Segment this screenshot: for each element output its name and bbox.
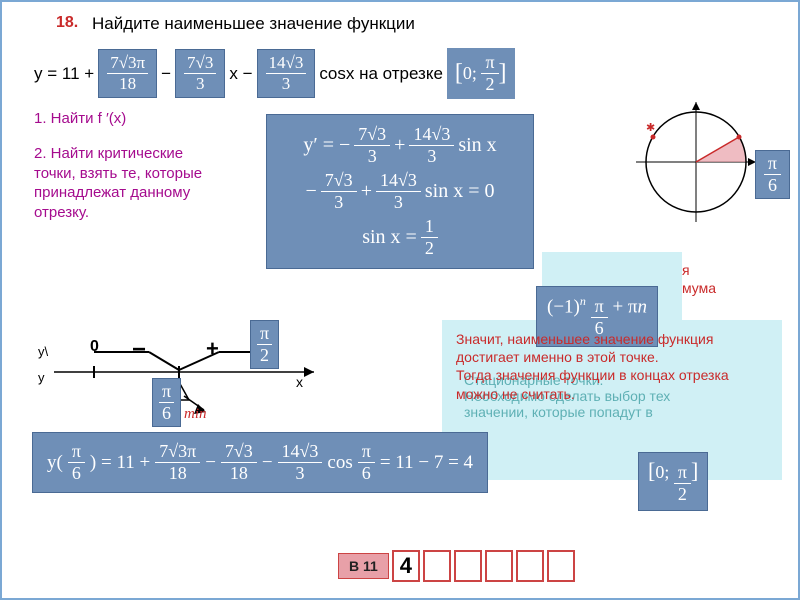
svg-text:✱: ✱ bbox=[646, 122, 655, 134]
frac-1: 7√3π 18 bbox=[98, 49, 157, 98]
answer-cell-3 bbox=[454, 550, 482, 582]
pi-over-6-box: π6 bbox=[755, 150, 790, 199]
x-axis-label: x bbox=[296, 374, 303, 390]
frac-3: 14√3 3 bbox=[257, 49, 316, 98]
answer-cell-1: 4 bbox=[392, 550, 420, 582]
y-prime-label: y\ bbox=[38, 344, 48, 359]
answer-cell-2 bbox=[423, 550, 451, 582]
min-label: min bbox=[184, 406, 207, 423]
deriv-row-1: y′ = − 7√33 + 14√33 sin x bbox=[279, 124, 521, 167]
main-equation: y = 11 + 7√3π 18 − 7√3 3 x − 14√3 3 cosx… bbox=[34, 48, 515, 99]
step-1: 1. Найти f ′(x) bbox=[34, 110, 126, 127]
step-2: 2. Найти критические точки, взять те, ко… bbox=[34, 144, 224, 222]
answer-cell-4 bbox=[485, 550, 513, 582]
eq-suffix: cosx на отрезке bbox=[319, 64, 443, 84]
answer-bar: В 11 4 bbox=[338, 550, 575, 582]
deriv-row-2: − 7√33 + 14√33 sin x = 0 bbox=[279, 170, 521, 213]
interval-box-top: [0; π2] bbox=[447, 48, 515, 99]
deriv-row-3: sin x = 12 bbox=[279, 216, 521, 259]
plus-sign: + bbox=[206, 336, 219, 362]
text-fragment-b: мума bbox=[682, 280, 716, 296]
interval-box-bottom: [0; π2] bbox=[638, 452, 708, 511]
derivative-box: y′ = − 7√33 + 14√33 sin x − 7√33 + 14√33… bbox=[266, 114, 534, 269]
answer-cell-5 bbox=[516, 550, 544, 582]
eq-mid: x − bbox=[229, 64, 252, 84]
sign-line-diagram: y\ y 0 − + π 2 π 6 min x bbox=[34, 322, 334, 437]
minus-sign: − bbox=[132, 336, 146, 364]
text-fragment-a: я bbox=[682, 262, 690, 278]
problem-number: 18. bbox=[56, 14, 78, 32]
final-value-box: y( π6 ) = 11 + 7√3π18 − 7√318 − 14√33 co… bbox=[32, 432, 488, 493]
zero-point: 0 bbox=[90, 338, 99, 356]
answer-cell-6 bbox=[547, 550, 575, 582]
pi-6-box: π 6 bbox=[152, 378, 181, 427]
problem-title: Найдите наименьшее значение функции bbox=[92, 14, 415, 34]
frac-2: 7√3 3 bbox=[175, 49, 225, 98]
eq-prefix: y = 11 + bbox=[34, 64, 94, 84]
pi-2-box: π 2 bbox=[250, 320, 279, 369]
unit-circle-icon: ✱ bbox=[636, 102, 756, 222]
conclusion-text: Значит, наименьшее значение функция дост… bbox=[456, 330, 766, 403]
slide-root: 18. Найдите наименьшее значение функции … bbox=[0, 0, 800, 600]
y-label: y bbox=[38, 370, 45, 385]
answer-label: В 11 bbox=[338, 553, 389, 579]
